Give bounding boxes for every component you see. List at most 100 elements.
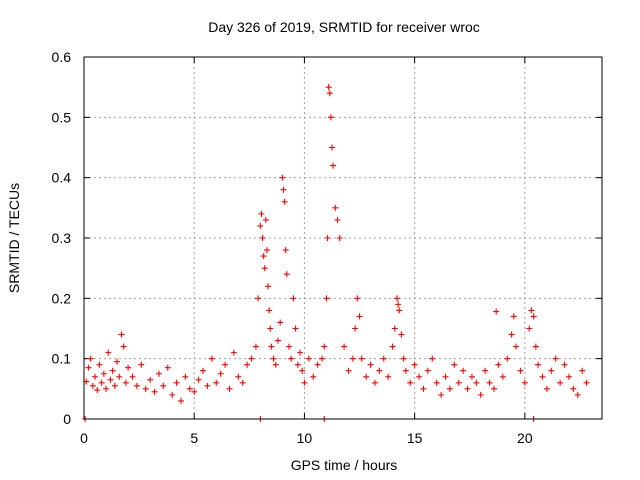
data-point [109,367,116,374]
data-point [277,319,284,326]
data-point [310,373,317,380]
data-point [155,370,162,377]
data-point [334,216,341,223]
data-point [142,385,149,392]
y-axis-label: SRMTID / TECUs [6,183,22,293]
data-point [341,343,348,350]
data-point [111,382,118,389]
data-point [521,379,528,386]
data-point [327,114,334,121]
data-point [486,379,493,386]
data-point [186,385,193,392]
data-point [490,385,497,392]
data-point [324,235,331,241]
data-point [574,391,581,398]
data-point [173,379,180,386]
data-point [222,361,229,368]
data-point [402,367,409,374]
data-point [451,361,458,368]
data-point [301,379,308,386]
x-tick-label: 10 [297,430,313,446]
data-point [352,325,359,332]
data-point [517,367,524,374]
data-point [138,361,145,368]
data-point [579,367,586,374]
data-point [288,355,295,362]
data-point [473,379,480,386]
data-point [407,379,414,386]
data-point [226,385,233,392]
data-point [513,343,520,350]
grid-lines [84,57,602,419]
plot-frame [83,56,603,420]
data-point [129,373,136,380]
data-point [255,295,262,302]
data-point [367,361,374,368]
y-tick-label: 0.6 [52,49,72,65]
data-point [282,247,289,254]
data-point [508,331,515,338]
data-point [321,343,328,350]
data-point [92,373,99,380]
data-point [191,388,198,395]
data-point [107,376,114,383]
data-point [570,385,577,392]
data-point [96,361,103,368]
data-point [424,367,431,374]
data-point [268,343,275,350]
data-point [528,307,535,314]
x-tick-label: 15 [407,430,423,446]
data-point [354,295,361,302]
data-point [274,337,281,344]
data-point [389,343,396,350]
data-point [416,373,423,380]
data-point [332,204,339,211]
data-point [133,382,140,389]
y-tick-label: 0 [63,411,71,427]
data-point [380,355,387,362]
data-point [257,222,264,229]
data-point [330,162,337,169]
y-tick-label: 0.2 [52,290,72,306]
data-point [499,373,506,380]
data-point [230,349,237,356]
data-point [116,373,123,380]
data-point [267,325,274,332]
x-tick-label: 0 [80,430,88,446]
x-axis-label: GPS time / hours [291,457,398,473]
data-point [213,379,220,386]
data-point [376,367,383,374]
x-tick-label: 5 [190,430,198,446]
data-point [326,90,333,97]
data-point [477,391,484,398]
data-point [565,373,572,380]
data-point [98,379,105,386]
data-point [442,373,449,380]
data-point [433,379,440,386]
data-point [526,325,533,332]
data-point [263,247,270,254]
data-point [280,186,287,193]
data-point [552,355,559,362]
data-point [294,361,301,368]
data-point [177,397,184,404]
data-point [252,343,259,350]
data-point [208,355,215,362]
data-point [535,361,542,368]
data-point [438,391,445,398]
data-point [297,349,304,356]
data-point [114,358,121,365]
data-point [398,331,405,338]
data-point [314,361,321,368]
data-point [385,373,392,380]
data-point [420,385,427,392]
data-point [396,307,403,314]
data-point [105,349,112,356]
data-point [371,379,378,386]
data-point [482,367,489,374]
data-point [325,84,332,91]
y-tick-label: 0.4 [52,170,72,186]
axis-ticks: 0 0.1 0.2 0.3 0.4 0.5 0.6 0 5 10 15 20 [52,49,602,446]
y-tick-label: 0.1 [52,351,72,367]
